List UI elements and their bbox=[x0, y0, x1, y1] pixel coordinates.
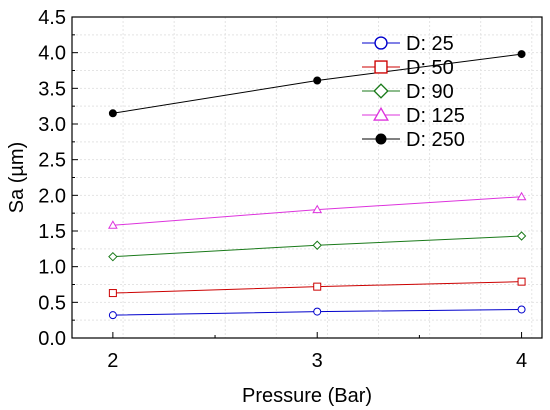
series-1 bbox=[108, 305, 526, 320]
series-5 bbox=[108, 50, 526, 118]
series-2 bbox=[108, 277, 526, 298]
legend-marker bbox=[373, 106, 389, 121]
data-point bbox=[108, 289, 117, 298]
y-tick-label: 3.5 bbox=[38, 78, 66, 100]
legend-label: D: 250 bbox=[406, 129, 465, 151]
legend-label: D: 125 bbox=[406, 105, 465, 127]
legend-label: D: 25 bbox=[406, 33, 454, 55]
data-point bbox=[108, 109, 117, 118]
plot-background bbox=[72, 17, 542, 338]
data-point bbox=[517, 50, 526, 59]
legend-label: D: 50 bbox=[406, 57, 454, 79]
series-layer bbox=[108, 50, 527, 320]
x-tick-label: 3 bbox=[312, 350, 323, 372]
data-point bbox=[108, 311, 117, 320]
legend-entry: D: 50 bbox=[362, 57, 454, 79]
data-point bbox=[313, 307, 322, 316]
x-axis-title: Pressure (Bar) bbox=[242, 385, 372, 407]
data-point bbox=[312, 240, 322, 250]
legend-entry: D: 125 bbox=[362, 105, 465, 127]
legend-marker bbox=[374, 60, 388, 74]
series-3 bbox=[108, 231, 527, 262]
data-point bbox=[313, 76, 322, 85]
legend-marker bbox=[374, 36, 388, 50]
legend-entry: D: 25 bbox=[362, 33, 454, 55]
data-point bbox=[312, 204, 323, 214]
data-point bbox=[108, 220, 118, 229]
y-tick-label: 1.5 bbox=[38, 221, 66, 243]
legend-label: D: 90 bbox=[406, 81, 454, 103]
x-tick-label: 2 bbox=[107, 350, 118, 372]
legend-entry: D: 250 bbox=[362, 129, 465, 151]
legend-entry: D: 90 bbox=[362, 81, 454, 103]
y-tick-label: 0.0 bbox=[38, 328, 66, 350]
y-tick-label: 1.0 bbox=[38, 257, 66, 279]
y-tick-label: 2.5 bbox=[38, 150, 66, 172]
y-tick-label: 0.5 bbox=[38, 292, 66, 314]
data-point bbox=[108, 251, 118, 262]
y-tick-label: 2.0 bbox=[38, 185, 66, 207]
tick-layer: 0.0 0.5 1.0 1.5 2.0 2.5 3.0 3.5 4.0 4.5 2 3 4 bbox=[38, 7, 527, 372]
data-point bbox=[516, 191, 527, 201]
legend-marker bbox=[373, 83, 389, 99]
data-point bbox=[516, 231, 527, 241]
y-tick-label: 3.0 bbox=[38, 114, 66, 136]
series-4 bbox=[108, 191, 527, 229]
data-point bbox=[517, 277, 526, 286]
grid-layer bbox=[71, 16, 542, 339]
data-point bbox=[313, 282, 322, 291]
y-axis-title: Sa (µm) bbox=[6, 142, 28, 214]
y-tick-label: 4.0 bbox=[38, 43, 66, 65]
data-point bbox=[517, 305, 526, 314]
y-tick-label: 4.5 bbox=[38, 7, 66, 29]
x-tick-label: 4 bbox=[516, 350, 527, 372]
legend-marker bbox=[375, 133, 387, 145]
